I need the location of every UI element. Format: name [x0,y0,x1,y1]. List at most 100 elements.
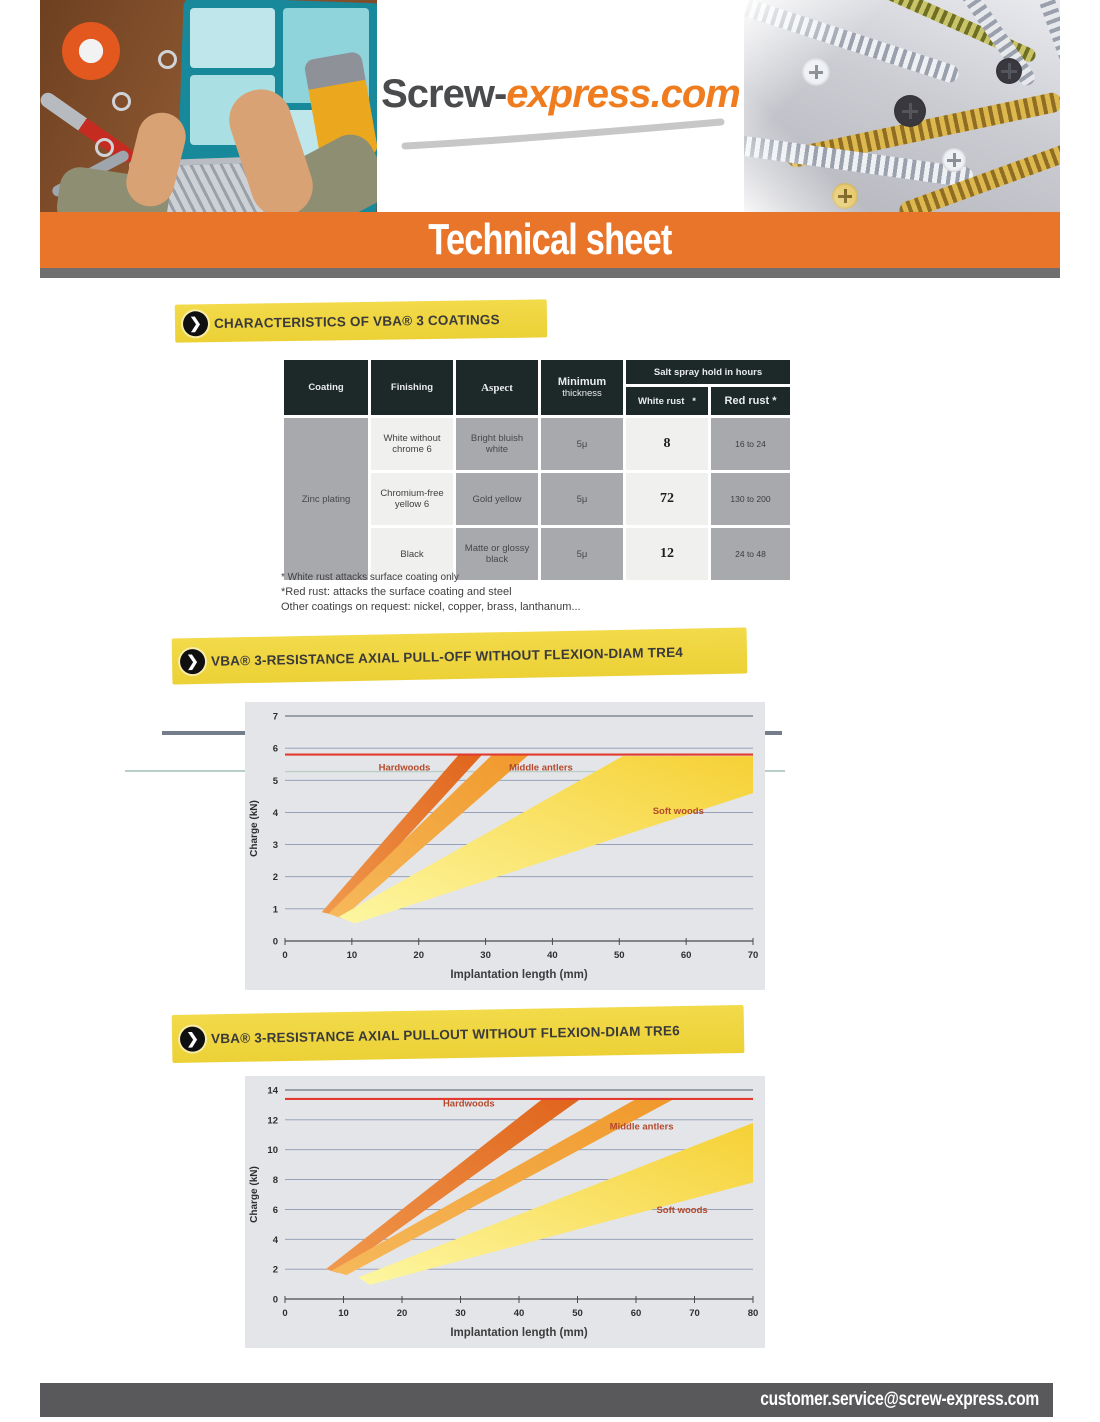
svg-text:20: 20 [397,1308,408,1319]
svg-text:7: 7 [273,712,278,723]
section-title: VBA® 3-RESISTANCE AXIAL PULL-OFF WITHOUT… [210,644,684,669]
svg-text:2: 2 [273,1265,278,1276]
pullout-chart-tre6: 0 2 4 6 8 10 12 14 Hardwoods Middle antlers Soft w… [245,1076,765,1348]
cell-red-rust: 16 to 24 [711,418,790,470]
cell-red-rust: 130 to 200 [711,473,790,525]
svg-text:Soft woods: Soft woods [656,1205,707,1216]
svg-text:14: 14 [267,1086,278,1097]
cell-white-rust: 12 [626,528,708,580]
svg-text:6: 6 [273,744,278,755]
cell-thickness: 5μ [541,418,623,470]
svg-text:40: 40 [547,950,558,961]
footnote-line: Other coatings on request: nickel, coppe… [281,601,581,613]
svg-text:3: 3 [273,840,278,851]
section-heading-pull-off-tre4: ❯ VBA® 3-RESISTANCE AXIAL PULL-OFF WITHO… [171,627,748,685]
logo-text-dark: Screw- [381,72,507,116]
cell-white-rust: 72 [626,473,708,525]
section-title: VBA® 3-RESISTANCE AXIAL PULLOUT WITHOUT … [210,1022,680,1046]
logo-swoosh [401,118,725,150]
svg-text:70: 70 [689,1308,700,1319]
cell-thickness: 5μ [541,528,623,580]
svg-text:Hardwoods: Hardwoods [443,1098,495,1109]
svg-text:50: 50 [572,1308,583,1319]
svg-text:60: 60 [631,1308,642,1319]
brand-logo: Screw-express.com [377,72,744,117]
coatings-table: Coating Finishing Aspect Minimum thickne… [281,357,793,583]
svg-text:8: 8 [273,1175,278,1186]
svg-text:70: 70 [748,950,759,961]
footnote-line: * White rust attacks surface coating onl… [281,572,459,583]
logo-text-orange: express.com [506,72,741,116]
screws-photo [744,0,1060,212]
cell-aspect: Bright bluish white [456,418,538,470]
col-header-finishing: Finishing [371,360,453,415]
cell-red-rust: 24 to 48 [711,528,790,580]
svg-text:Soft woods: Soft woods [653,806,704,817]
svg-text:Hardwoods: Hardwoods [379,763,431,774]
col-header-red-rust: Red rust * [711,387,790,415]
svg-text:0: 0 [273,937,278,948]
col-header-aspect: Aspect [456,360,538,415]
table-row: Black Matte or glossy black 5μ 12 24 to … [284,528,790,580]
col-header-thickness: Minimum thickness [541,360,623,415]
svg-text:4: 4 [273,1235,279,1246]
photo-shape [62,22,120,80]
svg-text:20: 20 [413,950,424,961]
cell-finishing: Chromium-free yellow 6 [371,473,453,525]
section-title: CHARACTERISTICS OF VBA® 3 COATINGS [213,311,500,331]
svg-text:0: 0 [282,950,287,961]
col-header-white-rust: White rust * [626,387,708,415]
svg-text:Implantation length (mm): Implantation length (mm) [450,1327,588,1339]
photo-shape [95,138,114,157]
white-rust-asterisk: * [692,395,696,407]
svg-text:10: 10 [267,1145,278,1156]
table-row: Chromium-free yellow 6 Gold yellow 5μ 72… [284,473,790,525]
col-header-salt-spray: Salt spray hold in hours [626,360,790,384]
svg-text:Charge (kN): Charge (kN) [249,800,260,857]
svg-text:10: 10 [338,1308,349,1319]
table-footnotes: * White rust attacks surface coating onl… [281,570,581,615]
photo-shape [158,50,177,69]
svg-text:40: 40 [514,1308,525,1319]
svg-text:1: 1 [273,904,279,915]
svg-text:2: 2 [273,872,278,883]
page-title: Technical sheet [428,215,672,264]
col-header-thickness-line1: Minimum [557,376,607,388]
contact-email[interactable]: customer.service@screw-express.com [760,1389,1039,1410]
svg-text:80: 80 [748,1308,759,1319]
banner: Technical sheet [40,212,1060,268]
section-heading-coatings: ❯ CHARACTERISTICS OF VBA® 3 COATINGS [174,299,548,343]
svg-text:Charge (kN): Charge (kN) [249,1166,260,1223]
svg-text:6: 6 [273,1205,278,1216]
svg-text:5: 5 [273,776,279,787]
svg-text:12: 12 [267,1115,278,1126]
footnote-line: *Red rust: attacks the surface coating a… [281,586,512,598]
col-header-thickness-line2: thickness [562,388,602,399]
svg-text:10: 10 [347,950,358,961]
photo-shape [190,8,275,68]
svg-text:Implantation length (mm): Implantation length (mm) [450,969,588,981]
svg-text:0: 0 [273,1295,278,1306]
svg-text:30: 30 [455,1308,466,1319]
pull-off-chart-tre4: 0 1 2 3 4 5 6 7 Hardwoods Middle antlers Soft wood… [245,702,765,990]
section-heading-pullout-tre6: ❯ VBA® 3-RESISTANCE AXIAL PULLOUT WITHOU… [171,1005,745,1063]
white-rust-label: White rust [638,395,685,407]
photo-shape [112,92,131,111]
cell-white-rust: 8 [626,418,708,470]
cell-aspect: Gold yellow [456,473,538,525]
svg-text:Middle antlers: Middle antlers [509,763,573,774]
svg-text:30: 30 [480,950,491,961]
cell-coating: Zinc plating [284,418,368,580]
col-header-coating: Coating [284,360,368,415]
footer-bar: customer.service@screw-express.com [40,1383,1053,1417]
svg-text:4: 4 [273,808,279,819]
cell-aspect: Matte or glossy black [456,528,538,580]
svg-text:0: 0 [282,1308,287,1319]
svg-text:Middle antlers: Middle antlers [610,1122,674,1133]
chevron-right-icon: ❯ [179,648,206,674]
logo-area: Screw-express.com [377,0,744,212]
photo-shape [744,0,1060,212]
svg-text:50: 50 [614,950,625,961]
chevron-right-icon: ❯ [179,1025,206,1052]
